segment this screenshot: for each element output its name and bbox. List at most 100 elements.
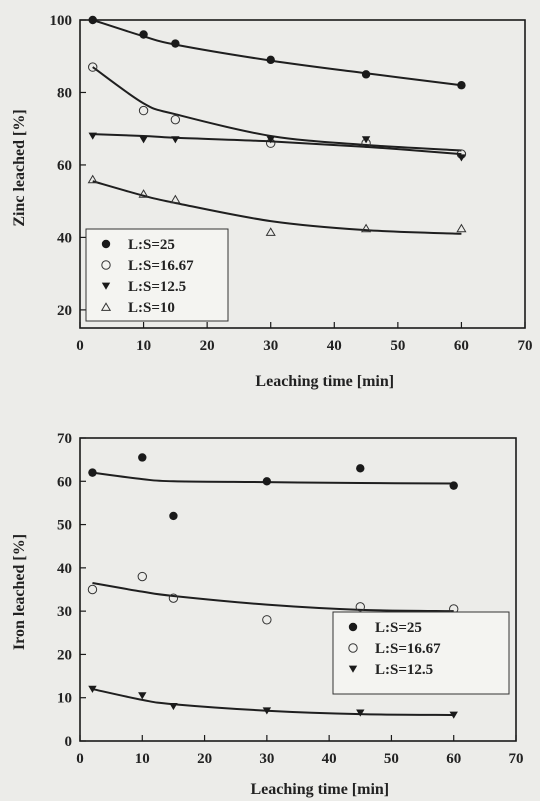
legend-label: L:S=12.5: [375, 662, 433, 678]
series-open-circle: [87, 571, 459, 625]
y-tick-label: 80: [57, 85, 72, 101]
fit-curve: [92, 66, 462, 152]
legend-marker: [348, 643, 358, 653]
y-axis-label: Zinc leached [%]: [11, 109, 28, 226]
y-tick-label: 40: [57, 561, 72, 577]
legend-marker: [348, 665, 358, 673]
y-tick-label: 0: [65, 734, 73, 750]
data-point: [170, 114, 181, 125]
y-tick-label: 10: [57, 691, 72, 707]
x-tick-label: 20: [197, 751, 212, 767]
x-axis-label: Leaching time [min]: [250, 781, 389, 798]
x-tick-label: 10: [135, 751, 150, 767]
x-axis-label: Leaching time [min]: [255, 373, 394, 390]
y-axis-label: Iron leached [%]: [11, 534, 28, 650]
legend-label: L:S=10: [128, 300, 175, 316]
data-point: [266, 55, 275, 65]
y-tick-label: 60: [57, 474, 72, 490]
legend-box: [332, 611, 510, 695]
legend-label: L:S=12.5: [128, 279, 186, 295]
y-tick-label: 40: [57, 230, 72, 246]
series-filled-circle: [88, 453, 458, 521]
legend-label: L:S=25: [375, 620, 422, 636]
x-tick-label: 70: [518, 338, 533, 354]
data-point: [171, 136, 180, 144]
legend-label: L:S=16.67: [375, 641, 441, 657]
y-tick-label: 20: [57, 647, 72, 663]
data-point: [355, 602, 365, 612]
data-point: [449, 711, 458, 719]
fit-curve: [92, 133, 462, 156]
data-point: [137, 571, 147, 582]
y-tick-label: 100: [50, 13, 73, 29]
data-point: [262, 707, 272, 715]
legend-marker: [100, 302, 112, 311]
data-point: [456, 223, 467, 233]
data-point: [360, 223, 372, 233]
data-point: [457, 81, 466, 90]
data-point: [87, 174, 98, 184]
x-tick-label: 10: [136, 338, 151, 354]
legend-marker: [101, 239, 111, 249]
series-filled-triangle-down: [88, 685, 458, 719]
x-tick-label: 60: [454, 338, 469, 354]
data-point: [88, 468, 97, 477]
data-point: [138, 105, 149, 116]
series-filled-triangle-down: [88, 132, 466, 162]
data-point: [171, 39, 180, 48]
y-tick-label: 30: [57, 604, 72, 620]
data-point: [265, 227, 276, 236]
plot-frame: [79, 437, 517, 742]
data-point: [88, 62, 98, 72]
x-tick-label: 50: [384, 751, 399, 767]
series-filled-circle: [88, 15, 466, 90]
data-point: [139, 30, 148, 39]
x-tick-label: 60: [446, 751, 461, 767]
legend-label: L:S=16.67: [128, 258, 194, 274]
data-point: [88, 685, 97, 693]
data-point: [361, 70, 371, 79]
x-tick-label: 0: [76, 751, 84, 767]
fit-curve: [92, 180, 462, 235]
plot-frame: [79, 19, 526, 329]
data-point: [356, 464, 365, 473]
legend-label: L:S=25: [128, 237, 175, 253]
x-tick-label: 0: [76, 338, 84, 354]
iron-leached-chart: 0 10 20 30 40 50 60 70 0 10 20 30 40 50 60 70 Leaching t…: [11, 431, 524, 798]
series-open-circle: [88, 62, 467, 159]
fit-curve: [92, 688, 454, 717]
fit-curve: [92, 582, 454, 613]
data-point: [169, 511, 178, 521]
data-point: [88, 15, 97, 25]
data-point: [457, 154, 466, 162]
data-point: [139, 136, 148, 144]
fit-curve: [92, 19, 462, 87]
fit-curve: [92, 471, 454, 485]
data-point: [449, 481, 458, 490]
zinc-leached-chart: 0 10 20 30 40 50 60 70 20 40 60 80 100 Leaching time …: [11, 13, 533, 390]
data-point: [87, 584, 98, 595]
x-tick-label: 30: [263, 338, 278, 354]
legend-marker: [101, 260, 111, 270]
x-tick-label: 70: [509, 751, 524, 767]
data-point: [168, 593, 179, 603]
data-point: [138, 189, 149, 198]
y-tick-label: 70: [57, 431, 72, 447]
legend-marker: [348, 622, 358, 632]
data-point: [138, 453, 147, 462]
y-tick-label: 60: [57, 158, 72, 174]
data-point: [262, 615, 272, 625]
data-point: [138, 692, 147, 700]
legend-marker: [101, 282, 111, 290]
y-tick-label: 50: [57, 518, 72, 534]
x-tick-label: 30: [259, 751, 274, 767]
x-tick-label: 40: [322, 751, 337, 767]
data-point: [88, 132, 97, 140]
data-point: [266, 136, 275, 144]
y-tick-label: 20: [57, 303, 72, 319]
x-tick-label: 40: [327, 338, 342, 354]
series-open-triangle-up: [87, 174, 467, 236]
data-point: [361, 136, 371, 144]
data-point: [262, 477, 272, 486]
